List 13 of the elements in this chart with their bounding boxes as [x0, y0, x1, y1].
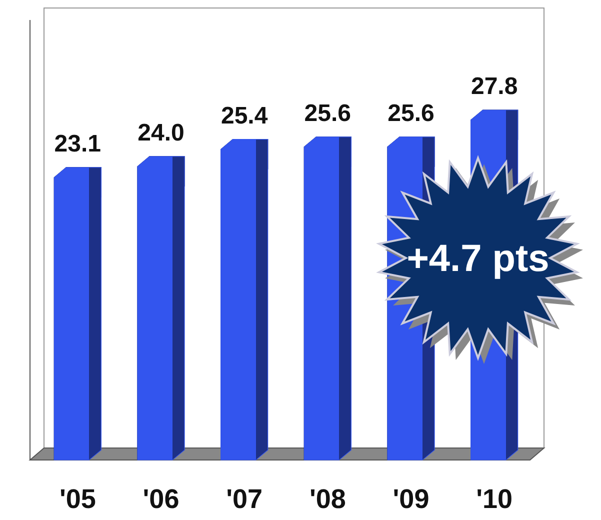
data-label: 25.4 — [220, 102, 268, 130]
annotation: +4.7 pts — [406, 238, 550, 280]
x-tick-label: '09 — [392, 484, 430, 514]
x-tick-label: '10 — [476, 484, 513, 514]
x-tick-label: '07 — [226, 484, 263, 514]
data-label: 27.8 — [470, 73, 518, 100]
data-label: 25.6 — [388, 100, 434, 127]
x-tick-label: '05 — [59, 484, 96, 514]
data-label: 24.0 — [138, 119, 184, 146]
data-label: 23.1 — [54, 130, 102, 158]
x-tick-label: '06 — [142, 484, 180, 514]
data-label: 25.6 — [304, 100, 352, 127]
x-tick-label: '08 — [309, 484, 346, 514]
